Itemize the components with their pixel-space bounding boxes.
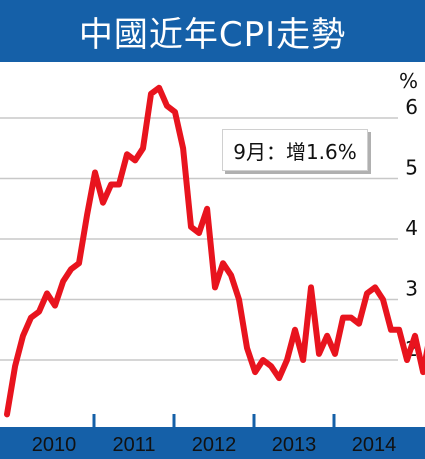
y-tick-label-4: 4 [405, 216, 418, 240]
y-tick-label-3: 3 [405, 277, 418, 301]
grid-lines [0, 117, 398, 361]
cpi-line [4, 84, 425, 418]
x-tick-label-2012: 2012 [192, 434, 237, 456]
y-tick-label-5: 5 [405, 156, 418, 180]
x-tick-label-2010: 2010 [32, 434, 77, 456]
callout-text: 9月：增1.6% [233, 139, 357, 164]
cpi-series [4, 84, 425, 418]
x-tick-labels: 2010 2011 2012 2013 2014 [32, 434, 397, 456]
latest-value-callout: 9月：增1.6% [222, 129, 368, 171]
x-axis-bar [0, 427, 425, 459]
y-unit-label: % [399, 69, 418, 93]
title-bar: 中國近年CPI走勢 [0, 0, 425, 62]
x-tick-label-2014: 2014 [352, 434, 397, 456]
chart-title: 中國近年CPI走勢 [78, 14, 347, 55]
x-axis-ticks [92, 414, 336, 427]
x-tick-label-2013: 2013 [272, 434, 317, 456]
x-tick-label-2011: 2011 [112, 434, 155, 456]
y-tick-label-6: 6 [405, 95, 418, 119]
